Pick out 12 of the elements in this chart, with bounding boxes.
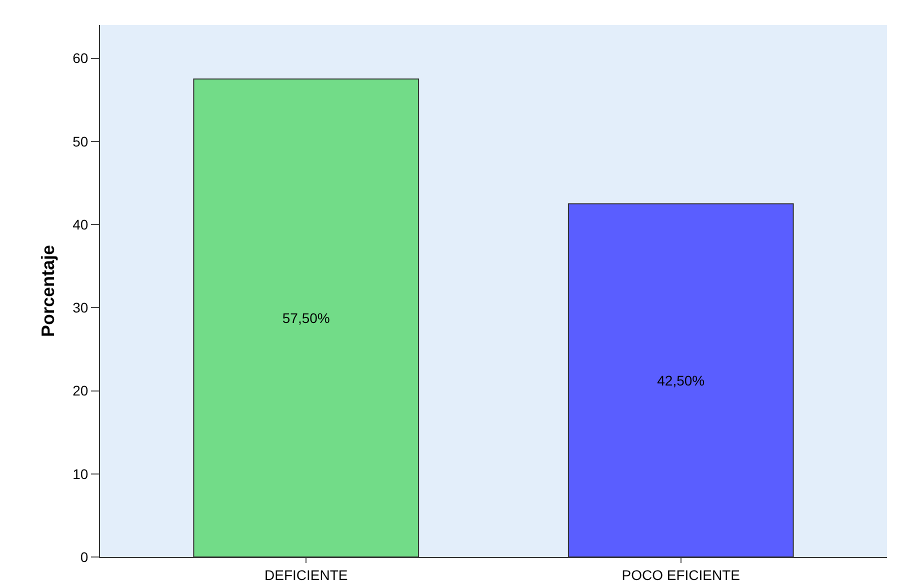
y-tick-label: 30 xyxy=(72,300,88,316)
x-tick-label: POCO EFICIENTE xyxy=(622,566,740,583)
data-label: 57,50% xyxy=(282,310,330,326)
y-tick-label: 40 xyxy=(72,216,88,232)
y-tick-label: 10 xyxy=(72,466,88,482)
y-tick-label: 20 xyxy=(72,382,88,399)
y-tick-label: 60 xyxy=(72,50,88,66)
y-tick-label: 50 xyxy=(72,133,88,150)
data-label: 42,50% xyxy=(657,372,705,388)
y-tick-label: 0 xyxy=(80,548,88,565)
y-axis-title: Porcentaje xyxy=(38,244,58,338)
x-tick-label: DEFICIENTE xyxy=(264,566,348,583)
